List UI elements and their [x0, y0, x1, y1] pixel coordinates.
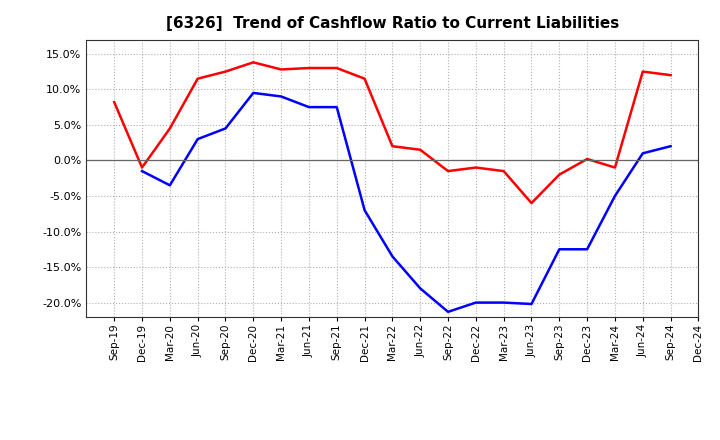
Free CF to Current Liabilities [360, 208, 369, 213]
Free CF to Current Liabilities [333, 104, 341, 110]
Free CF to Current Liabilities [276, 94, 285, 99]
Operating CF to Current Liabilities [666, 73, 675, 78]
Operating CF to Current Liabilities [500, 169, 508, 174]
Free CF to Current Liabilities [194, 136, 202, 142]
Operating CF to Current Liabilities [138, 165, 146, 170]
Free CF to Current Liabilities [472, 300, 480, 305]
Title: [6326]  Trend of Cashflow Ratio to Current Liabilities: [6326] Trend of Cashflow Ratio to Curren… [166, 16, 619, 32]
Free CF to Current Liabilities [166, 183, 174, 188]
Free CF to Current Liabilities [527, 301, 536, 307]
Free CF to Current Liabilities [138, 169, 146, 174]
Operating CF to Current Liabilities [555, 172, 564, 177]
Operating CF to Current Liabilities [305, 66, 313, 71]
Free CF to Current Liabilities [249, 90, 258, 95]
Operating CF to Current Liabilities [611, 165, 619, 170]
Operating CF to Current Liabilities [444, 169, 452, 174]
Operating CF to Current Liabilities [416, 147, 425, 152]
Line: Free CF to Current Liabilities: Free CF to Current Liabilities [142, 93, 670, 312]
Operating CF to Current Liabilities [276, 67, 285, 72]
Free CF to Current Liabilities [221, 126, 230, 131]
Free CF to Current Liabilities [666, 143, 675, 149]
Operating CF to Current Liabilities [527, 201, 536, 206]
Free CF to Current Liabilities [500, 300, 508, 305]
Operating CF to Current Liabilities [333, 66, 341, 71]
Operating CF to Current Liabilities [194, 76, 202, 81]
Free CF to Current Liabilities [639, 150, 647, 156]
Operating CF to Current Liabilities [472, 165, 480, 170]
Free CF to Current Liabilities [444, 309, 452, 315]
Free CF to Current Liabilities [416, 286, 425, 291]
Operating CF to Current Liabilities [639, 69, 647, 74]
Free CF to Current Liabilities [555, 247, 564, 252]
Free CF to Current Liabilities [582, 247, 591, 252]
Free CF to Current Liabilities [611, 193, 619, 198]
Free CF to Current Liabilities [305, 104, 313, 110]
Operating CF to Current Liabilities [249, 60, 258, 65]
Operating CF to Current Liabilities [582, 156, 591, 161]
Operating CF to Current Liabilities [360, 76, 369, 81]
Operating CF to Current Liabilities [388, 143, 397, 149]
Line: Operating CF to Current Liabilities: Operating CF to Current Liabilities [114, 62, 670, 203]
Operating CF to Current Liabilities [110, 99, 119, 105]
Operating CF to Current Liabilities [221, 69, 230, 74]
Operating CF to Current Liabilities [166, 126, 174, 131]
Free CF to Current Liabilities [388, 254, 397, 259]
